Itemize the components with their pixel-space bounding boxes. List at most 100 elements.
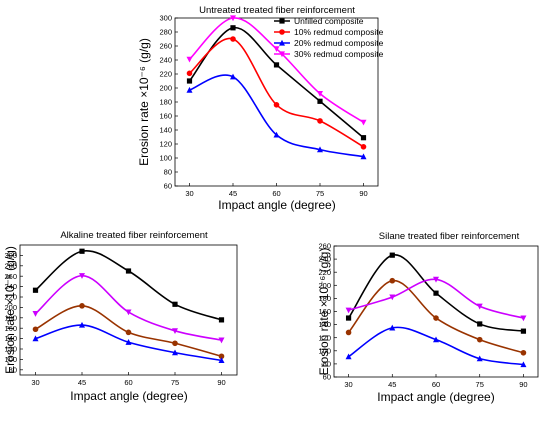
data-point <box>230 73 236 80</box>
series-4 <box>186 15 367 126</box>
y-tick-label: 200 <box>318 281 331 290</box>
data-point <box>477 321 483 327</box>
data-point <box>172 349 178 356</box>
y-tick-label: 180 <box>318 294 331 303</box>
chart-title: Silane treated fiber reinforcement <box>379 231 520 242</box>
data-point <box>360 144 367 150</box>
y-tick-label: 160 <box>4 324 17 333</box>
data-point <box>125 329 132 336</box>
data-point <box>230 25 236 31</box>
x-axis-label: Impact angle (degree) <box>377 390 494 404</box>
y-tick-label: 120 <box>159 140 172 149</box>
data-point <box>345 353 352 360</box>
data-point <box>186 78 193 84</box>
y-tick-label: 240 <box>318 255 331 264</box>
data-point <box>125 268 132 274</box>
y-tick-label: 300 <box>159 14 172 23</box>
y-tick-label: 60 <box>164 182 172 191</box>
legend-label: 30% redmud composite <box>294 49 384 59</box>
data-point <box>433 336 439 343</box>
x-tick-label: 30 <box>185 189 193 198</box>
x-tick-label: 75 <box>171 378 179 387</box>
series-3 <box>186 73 367 160</box>
series-4 <box>345 276 527 322</box>
data-point <box>433 315 439 321</box>
data-point <box>172 340 178 347</box>
y-tick-label: 200 <box>4 303 17 312</box>
y-tick-label: 140 <box>4 334 17 343</box>
data-point <box>317 98 323 104</box>
y-tick-label: 220 <box>318 268 331 277</box>
series-1 <box>345 252 527 334</box>
data-point <box>186 70 193 77</box>
x-tick-label: 30 <box>31 378 39 387</box>
y-tick-label: 120 <box>4 345 17 354</box>
y-tick-label: 100 <box>4 355 17 364</box>
y-tick-label: 100 <box>159 154 172 163</box>
data-point <box>186 56 193 63</box>
y-axis-label: Erosion rate ×10⁻⁶ (g/g) <box>3 246 17 374</box>
data-point <box>273 131 280 138</box>
data-point <box>476 303 483 310</box>
x-tick-label: 75 <box>476 380 484 389</box>
y-tick-label: 140 <box>318 320 331 329</box>
y-tick-label: 300 <box>4 251 17 260</box>
x-tick-label: 90 <box>359 189 367 198</box>
legend-item: 10% redmud composite <box>274 27 384 37</box>
data-point <box>125 309 132 316</box>
x-tick-label: 60 <box>272 189 280 198</box>
data-point <box>273 46 280 52</box>
x-tick-label: 30 <box>344 380 352 389</box>
data-point <box>476 336 483 343</box>
data-point <box>317 146 323 153</box>
legend-label: 10% redmud composite <box>294 27 384 37</box>
legend-marker <box>279 18 285 24</box>
plot-frame <box>333 245 539 378</box>
legend-label: Unfilled composite <box>294 16 364 26</box>
y-tick-label: 180 <box>159 98 172 107</box>
y-tick-label: 160 <box>318 307 331 316</box>
x-axis-label: Impact angle (degree) <box>218 198 335 212</box>
data-point <box>345 315 352 321</box>
y-tick-label: 280 <box>159 28 172 37</box>
data-point <box>172 328 178 334</box>
data-point <box>218 317 225 323</box>
data-point <box>476 355 483 362</box>
y-axis-label: Erosion rate ×10⁻⁶ (g/g) <box>137 38 151 166</box>
data-point <box>520 349 527 356</box>
x-tick-label: 60 <box>124 378 132 387</box>
y-tick-label: 180 <box>4 313 17 322</box>
series-line <box>188 37 364 148</box>
data-point <box>32 287 39 293</box>
x-tick-label: 45 <box>78 378 86 387</box>
y-tick-label: 80 <box>323 360 331 369</box>
y-axis-label: Erosion rate ×10⁻⁶ (g/g) <box>317 248 331 376</box>
data-point <box>79 273 85 279</box>
series-3 <box>32 321 225 364</box>
y-tick-label: 240 <box>4 282 17 291</box>
y-tick-label: 280 <box>4 261 17 270</box>
series-4 <box>32 273 225 344</box>
series-2 <box>345 277 527 356</box>
data-point <box>218 337 225 344</box>
y-tick-label: 100 <box>318 346 331 355</box>
y-tick-label: 80 <box>164 168 172 177</box>
data-point <box>520 328 527 334</box>
data-point <box>433 290 439 296</box>
x-tick-label: 90 <box>217 378 225 387</box>
data-point <box>32 326 39 333</box>
data-point <box>317 118 323 124</box>
y-tick-label: 120 <box>318 333 331 342</box>
data-point <box>218 353 225 360</box>
data-point <box>273 102 280 108</box>
y-tick-label: 60 <box>323 373 331 382</box>
data-point <box>520 315 527 322</box>
legend-item: 30% redmud composite <box>274 49 384 59</box>
data-point <box>389 277 396 284</box>
legend-label: 20% redmud composite <box>294 38 384 48</box>
data-point <box>32 311 39 317</box>
x-tick-label: 75 <box>316 189 324 198</box>
series-2 <box>186 36 367 150</box>
